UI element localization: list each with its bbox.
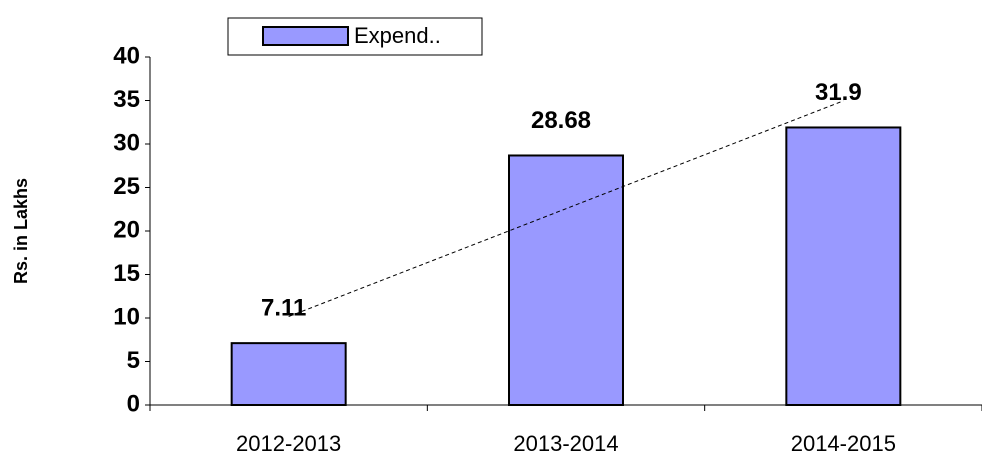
y-tick-label: 5 <box>127 347 140 374</box>
x-tick-label: 2014-2015 <box>791 431 896 456</box>
y-axis-label: Rs. in Lakhs <box>11 178 31 284</box>
bar <box>508 154 624 406</box>
legend-swatch <box>262 26 349 46</box>
bar <box>785 126 902 406</box>
data-label: 28.68 <box>531 107 591 134</box>
y-tick-label: 20 <box>113 216 140 243</box>
y-tick-label: 30 <box>113 129 140 156</box>
trendline <box>288 100 844 318</box>
y-tick-label: 15 <box>113 260 140 287</box>
x-tick-label: 2012-2013 <box>236 431 341 456</box>
legend-label: Expend.. <box>354 23 441 48</box>
data-label: 31.9 <box>815 79 862 106</box>
y-tick-label: 0 <box>127 390 140 417</box>
y-tick-label: 35 <box>113 86 140 113</box>
data-label: 7.11 <box>261 294 306 321</box>
y-tick-label: 10 <box>113 303 140 330</box>
y-tick-label: 40 <box>113 42 140 69</box>
x-tick-label: 2013-2014 <box>513 431 618 456</box>
bar <box>230 342 347 407</box>
y-tick-label: 25 <box>113 173 140 200</box>
